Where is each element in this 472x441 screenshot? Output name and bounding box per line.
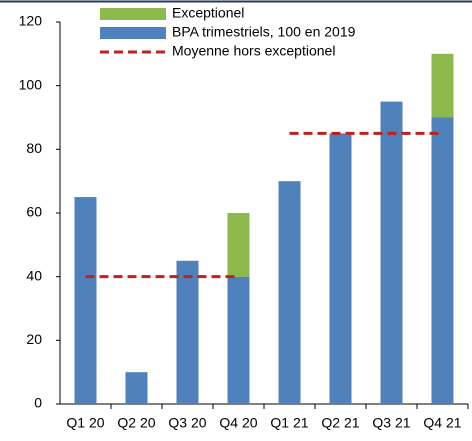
x-tick-label: Q4 21 <box>423 415 461 431</box>
y-tick-label: 100 <box>19 76 43 92</box>
x-tick-label: Q3 21 <box>372 415 410 431</box>
bar <box>431 53 454 118</box>
x-tick-label: Q1 21 <box>270 415 308 431</box>
legend-label: Exceptionel <box>172 5 244 21</box>
x-tick-label: Q1 20 <box>66 415 104 431</box>
bar <box>329 133 352 404</box>
legend-label: BPA trimestriels, 100 en 2019 <box>172 24 356 40</box>
x-tick-label: Q3 20 <box>168 415 206 431</box>
y-tick-label: 80 <box>26 140 42 156</box>
y-tick-label: 20 <box>26 331 42 347</box>
x-tick-label: Q2 21 <box>321 415 359 431</box>
x-tick-label: Q4 20 <box>219 415 257 431</box>
bar <box>125 372 148 404</box>
legend-swatch <box>100 27 166 39</box>
bar <box>431 117 454 404</box>
bar <box>74 197 97 404</box>
bar <box>176 260 199 404</box>
y-tick-label: 40 <box>26 267 42 283</box>
bar <box>278 181 301 404</box>
bar <box>227 276 250 404</box>
legend-swatch <box>100 8 166 20</box>
x-tick-label: Q2 20 <box>117 415 155 431</box>
bar <box>380 101 403 404</box>
bar <box>227 213 250 277</box>
y-tick-label: 120 <box>19 13 43 29</box>
y-tick-label: 60 <box>26 204 42 220</box>
y-tick-label: 0 <box>34 395 42 411</box>
legend-label: Moyenne hors exceptionel <box>172 43 335 59</box>
